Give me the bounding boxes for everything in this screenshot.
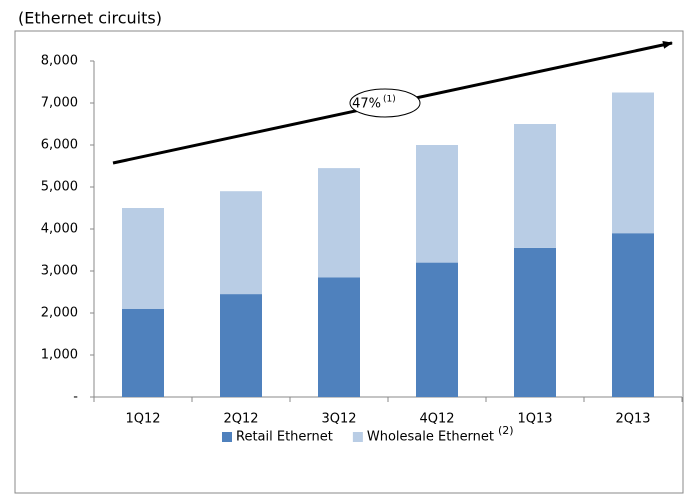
bar-segment (612, 233, 654, 397)
y-tick-label: 2,000 (41, 306, 78, 321)
x-tick-label: 2Q12 (223, 412, 258, 427)
y-tick-label: 7,000 (41, 96, 78, 111)
bar-segment (318, 277, 360, 397)
x-tick-label: 1Q13 (517, 412, 552, 427)
annotation-note: (1) (383, 95, 396, 105)
bar-segment (318, 168, 360, 278)
bar-segment (122, 308, 164, 397)
bar-segment (220, 294, 262, 397)
bar-segment (416, 145, 458, 263)
y-tick-label: 3,000 (41, 264, 78, 279)
legend-swatch (352, 432, 363, 442)
y-tick-label: 1,000 (41, 348, 78, 363)
y-tick-label: 5,000 (41, 180, 78, 195)
x-tick-label: 4Q12 (419, 412, 454, 427)
annotation-text: 47% (352, 97, 381, 112)
bar-segment (514, 247, 556, 397)
x-tick-label: 3Q12 (321, 412, 356, 427)
y-tick-label: - (73, 390, 78, 405)
bar-segment (220, 191, 262, 295)
bar-segment (514, 124, 556, 248)
bar-segment (122, 208, 164, 309)
chart-subtitle: (Ethernet circuits) (18, 9, 162, 28)
bar-segment (612, 92, 654, 234)
chart-frame (14, 30, 684, 494)
legend-label: Retail Ethernet (236, 430, 333, 445)
bar-segment (416, 262, 458, 397)
annotation-bubble (349, 88, 421, 118)
x-tick-label: 2Q13 (615, 412, 650, 427)
y-tick-label: 8,000 (41, 54, 78, 69)
y-tick-label: 6,000 (41, 138, 78, 153)
legend-swatch (222, 432, 232, 442)
legend-note: (2) (498, 424, 514, 437)
x-tick-label: 1Q12 (125, 412, 160, 427)
legend-label: Wholesale Ethernet (367, 430, 494, 445)
y-tick-label: 4,000 (41, 222, 78, 237)
